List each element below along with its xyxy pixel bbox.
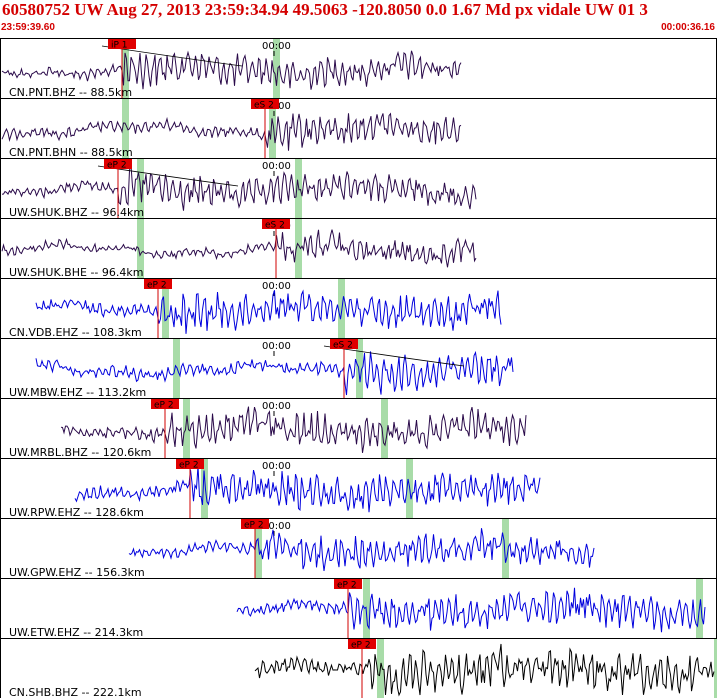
station-label: CN.SHB.BHZ -- 222.1km (9, 686, 142, 698)
waveform-trace (74, 465, 541, 513)
trace-panel[interactable]: 00:00 eP 2 UW.SHUK.BHZ -- 96.4km (0, 158, 717, 220)
pick-flag-box (176, 459, 204, 469)
phase-window (162, 279, 169, 338)
phase-window (273, 39, 280, 98)
waveform-trace (1, 50, 462, 90)
pick-label: eP 2 (351, 641, 371, 651)
station-label: UW.MRBL.BHZ -- 120.6km (9, 446, 151, 459)
trace-panel[interactable]: 00:00 eS 2 UW.MBW.EHZ -- 113.2km (0, 338, 717, 400)
pick-label: eP 2 (154, 401, 174, 411)
pick-flag-box (144, 279, 172, 289)
station-label: CN.PNT.BHZ -- 88.5km (9, 86, 132, 99)
time-mark: 00:00 (262, 281, 291, 292)
pick-label: eS 2 (333, 341, 353, 351)
waveform-trace (236, 587, 706, 633)
waveform-trace (35, 350, 514, 396)
pick-flag-box (241, 519, 269, 529)
pick-flag[interactable]: eP 2 (348, 639, 376, 651)
station-label: UW.SHUK.BHZ -- 96.4km (9, 206, 144, 219)
pick-flag-box (348, 639, 376, 649)
pick-flag-box (108, 39, 136, 49)
time-mark: 00:00 (262, 161, 291, 172)
event-title: 60580752 UW Aug 27, 2013 23:59:34.94 49.… (2, 0, 648, 19)
phase-window (295, 219, 302, 278)
trace-panel[interactable]: eP 2 CN.SHB.BHZ -- 222.1km (0, 638, 717, 698)
phase-window (201, 459, 208, 518)
phase-window (356, 339, 363, 398)
waveform-trace (1, 164, 477, 211)
pick-flag-box (104, 159, 132, 169)
trace-panel[interactable]: eP 2 UW.ETW.EHZ -- 214.3km (0, 578, 717, 640)
pick-flag[interactable]: eS 2 (262, 219, 290, 231)
pick-label: eP 2 (107, 161, 127, 171)
station-label: UW.RPW.EHZ -- 128.6km (9, 506, 144, 519)
time-mark: 00:00 (262, 341, 291, 352)
pick-label: eP 2 (337, 581, 357, 591)
pick-label: eP 2 (244, 521, 264, 531)
pick-label: eP 2 (179, 461, 199, 471)
pick-label: iP 1 (111, 41, 128, 51)
pick-flag[interactable]: iP 1 (108, 39, 136, 51)
waveform-trace (1, 229, 477, 268)
phase-window (269, 99, 276, 158)
pick-flag[interactable]: eP 2 (176, 459, 204, 471)
trace-panel[interactable]: 00:00 iP 1 CN.PNT.BHZ -- 88.5km (0, 38, 717, 100)
waveform-trace (35, 289, 502, 334)
station-label: UW.GPW.EHZ -- 156.3km (9, 566, 145, 579)
time-mark: 00:00 (262, 461, 291, 472)
waveform-trace (60, 406, 527, 453)
time-mark: 00:00 (262, 521, 291, 532)
trace-panel[interactable]: 00:00 eP 2 UW.MRBL.BHZ -- 120.6km (0, 398, 717, 460)
pick-flag[interactable]: eS 2 (330, 339, 358, 351)
station-label: UW.MBW.EHZ -- 113.2km (9, 386, 146, 399)
end-time: 00:00:36.16 (661, 22, 715, 33)
phase-window (137, 219, 144, 278)
pick-label: eP 2 (147, 281, 167, 291)
pick-flag-box (334, 579, 362, 589)
pick-label: eS 2 (265, 221, 285, 231)
pick-flag[interactable]: eP 2 (241, 519, 269, 531)
pick-flag[interactable]: eP 2 (144, 279, 172, 291)
waveform-trace (254, 643, 715, 697)
phase-window (381, 399, 388, 458)
pick-label: eS 2 (254, 101, 274, 111)
station-label: CN.PNT.BHN -- 88.5km (9, 146, 133, 159)
time-mark: 00:00 (262, 401, 291, 412)
station-label: CN.VDB.EHZ -- 108.3km (9, 326, 142, 339)
pick-flag-box (251, 99, 279, 109)
start-time: 23:59:39.60 (1, 22, 55, 33)
pick-flag-box (151, 399, 179, 409)
trace-panel[interactable]: 00:00 eP 2 CN.VDB.EHZ -- 108.3km (0, 278, 717, 340)
pick-flag[interactable]: eP 2 (104, 159, 132, 171)
time-mark: 00:00 (262, 41, 291, 52)
pick-flag[interactable]: eP 2 (151, 399, 179, 411)
phase-window (338, 279, 345, 338)
station-label: UW.ETW.EHZ -- 214.3km (9, 626, 143, 639)
station-label: UW.SHUK.BHE -- 96.4km (9, 266, 143, 279)
phase-window (122, 99, 129, 158)
trace-panel[interactable]: 00:00 eP 2 UW.RPW.EHZ -- 128.6km (0, 458, 717, 520)
phase-window (502, 519, 509, 578)
pick-flag-box (330, 339, 358, 349)
waveform-trace (1, 112, 462, 151)
pick-flag-box (262, 219, 290, 229)
phase-window (183, 399, 190, 458)
header-bar: 60580752 UW Aug 27, 2013 23:59:34.94 49.… (0, 0, 717, 36)
phase-window (714, 639, 717, 698)
phase-window (173, 339, 180, 398)
phase-window (122, 39, 129, 98)
waveform-trace (128, 528, 595, 571)
pick-flag[interactable]: eS 2 (251, 99, 279, 111)
pick-flag[interactable]: eP 2 (334, 579, 362, 591)
